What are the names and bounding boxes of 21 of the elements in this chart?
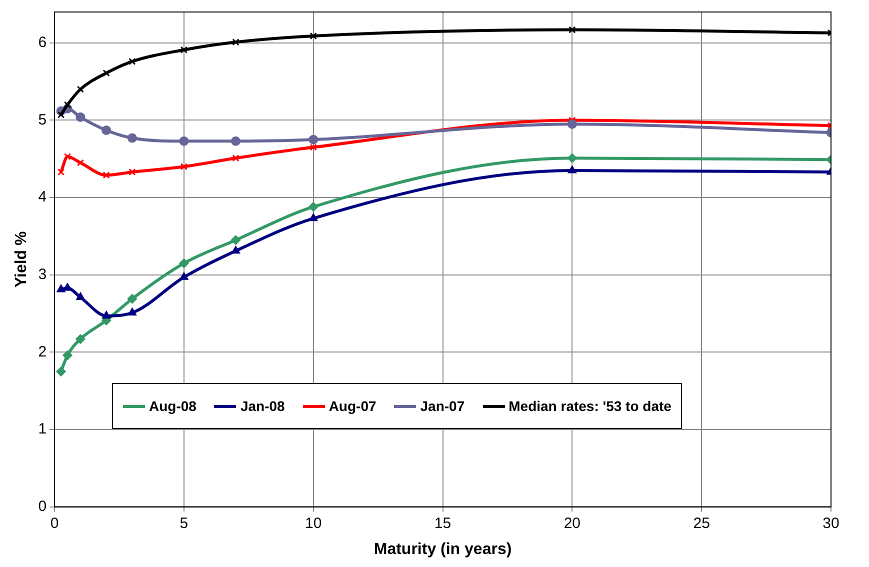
x-tick-label: 20 bbox=[564, 514, 581, 532]
x-tick-label: 0 bbox=[50, 514, 59, 532]
x-tick-label: 5 bbox=[180, 514, 188, 532]
legend-label: Median rates: '53 to date bbox=[508, 398, 672, 414]
legend-label: Jan-07 bbox=[420, 398, 465, 414]
x-tick-label: 25 bbox=[693, 514, 710, 532]
legend-label: Aug-08 bbox=[149, 398, 196, 414]
y-tick-label: 4 bbox=[38, 188, 47, 206]
x-tick-label: 10 bbox=[305, 514, 322, 532]
y-tick-label: 0 bbox=[38, 498, 47, 515]
legend-label: Jan-08 bbox=[240, 398, 285, 414]
x-tick-label: 15 bbox=[434, 514, 452, 532]
y-axis-title: Yield % bbox=[13, 231, 30, 288]
x-tick-label: 30 bbox=[822, 514, 840, 532]
legend-label: Aug-07 bbox=[328, 398, 376, 414]
y-tick-label: 2 bbox=[38, 343, 47, 360]
y-tick-label: 6 bbox=[38, 34, 47, 52]
y-tick-label: 5 bbox=[38, 111, 47, 128]
y-tick-label: 3 bbox=[38, 266, 47, 284]
y-tick-label: 1 bbox=[38, 420, 47, 438]
x-axis-title: Maturity (in years) bbox=[374, 540, 512, 558]
